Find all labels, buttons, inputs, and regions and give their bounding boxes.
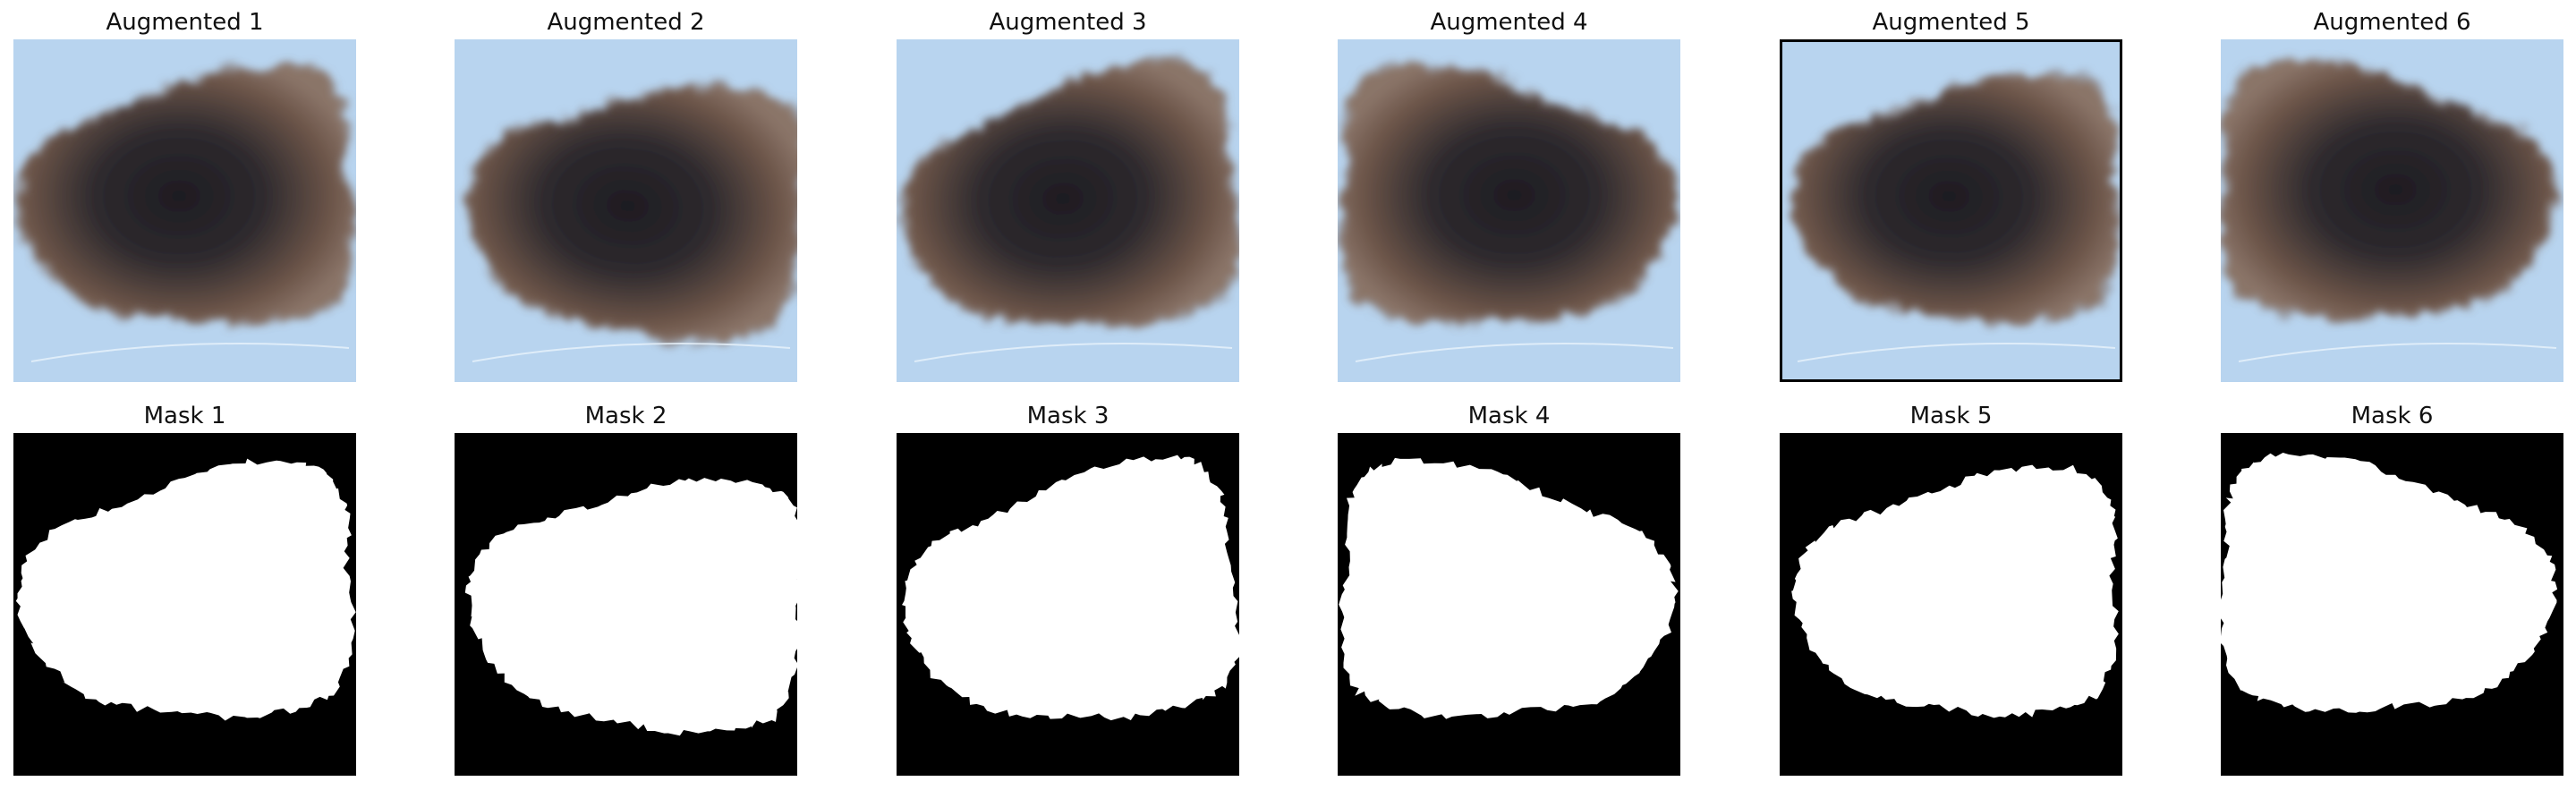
mask-region	[2221, 453, 2558, 713]
mask-title-1: Mask 1	[143, 403, 226, 429]
mask-region	[902, 454, 1239, 721]
lesion-body	[14, 63, 356, 329]
mask-title-2: Mask 2	[584, 403, 667, 429]
mask-title-6: Mask 6	[2351, 403, 2434, 429]
mask-region	[1791, 464, 2119, 718]
augmented-image-5	[1780, 39, 2122, 382]
augmented-panel-3: Augmented 3	[897, 0, 1239, 394]
mask-image-5	[1780, 433, 2122, 776]
image-border	[1780, 39, 2122, 382]
mask-title-4: Mask 4	[1467, 403, 1551, 429]
mask-image-6	[2221, 433, 2563, 776]
hair-streak	[2238, 343, 2557, 362]
hair-streak	[30, 343, 350, 362]
augmented-title-1: Augmented 1	[106, 9, 264, 36]
augmented-image-2	[455, 39, 797, 382]
augmented-panel-2: Augmented 2	[455, 0, 797, 394]
mask-title-5: Mask 5	[1909, 403, 1993, 429]
augmented-title-5: Augmented 5	[1872, 9, 2030, 36]
mask-title-3: Mask 3	[1026, 403, 1109, 429]
lesion-body	[900, 57, 1239, 328]
mask-panel-4: Mask 4	[1338, 394, 1680, 787]
augmented-title-3: Augmented 3	[989, 9, 1147, 36]
mask-image-2	[455, 433, 797, 776]
mask-panel-6: Mask 6	[2221, 394, 2563, 787]
augmented-panel-5: Augmented 5	[1780, 0, 2122, 394]
mask-region	[1339, 457, 1679, 719]
mask-panel-3: Mask 3	[897, 394, 1239, 787]
hair-streak	[914, 343, 1233, 362]
mask-image-3	[897, 433, 1239, 776]
augmented-panel-1: Augmented 1	[13, 0, 356, 394]
hair-streak	[1355, 343, 1674, 362]
hair-streak	[472, 343, 791, 362]
augmented-title-4: Augmented 4	[1430, 9, 1588, 36]
mask-image-1	[13, 433, 356, 776]
augmented-image-4	[1338, 39, 1680, 382]
mask-panel-5: Mask 5	[1780, 394, 2122, 787]
hair-streak	[1797, 343, 2116, 362]
augmented-image-3	[897, 39, 1239, 382]
augmented-panel-6: Augmented 6	[2221, 0, 2563, 394]
augmented-panel-4: Augmented 4	[1338, 0, 1680, 394]
mask-region	[15, 458, 356, 721]
lesion-body	[463, 81, 797, 344]
mask-panel-2: Mask 2	[455, 394, 797, 787]
lesion-body	[1788, 69, 2122, 327]
augmented-image-1	[13, 39, 356, 382]
mask-image-4	[1338, 433, 1680, 776]
augmented-title-2: Augmented 2	[547, 9, 705, 36]
lesion-body	[2221, 56, 2561, 323]
lesion-body	[1338, 60, 1679, 330]
mask-panel-1: Mask 1	[13, 394, 356, 787]
augmented-image-6	[2221, 39, 2563, 382]
mask-region	[464, 478, 797, 736]
augmented-title-6: Augmented 6	[2313, 9, 2471, 36]
